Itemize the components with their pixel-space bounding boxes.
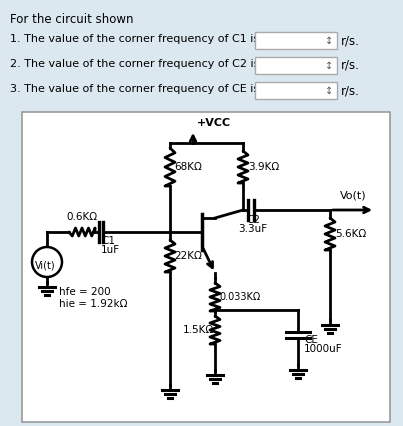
Text: 5.6KΩ: 5.6KΩ <box>335 229 366 239</box>
Bar <box>255 82 337 99</box>
Text: For the circuit shown: For the circuit shown <box>10 13 133 26</box>
Bar <box>255 32 337 49</box>
Text: ↕: ↕ <box>325 86 333 95</box>
Bar <box>22 112 390 422</box>
Text: r/s.: r/s. <box>341 84 360 97</box>
Text: 1000uF: 1000uF <box>304 344 343 354</box>
Text: ↕: ↕ <box>325 35 333 46</box>
Text: 1.5KΩ: 1.5KΩ <box>183 325 214 335</box>
Text: +VCC: +VCC <box>197 118 231 128</box>
Text: C1: C1 <box>101 236 115 246</box>
Text: 1. The value of the corner frequency of C1 is: 1. The value of the corner frequency of … <box>10 34 259 44</box>
Text: 22KΩ: 22KΩ <box>174 251 202 261</box>
Text: Vi(t): Vi(t) <box>35 260 55 270</box>
Text: hfe = 200: hfe = 200 <box>59 287 111 297</box>
Circle shape <box>32 247 62 277</box>
Bar <box>255 57 337 74</box>
Text: hie = 1.92kΩ: hie = 1.92kΩ <box>59 299 127 309</box>
Text: 68KΩ: 68KΩ <box>174 162 202 172</box>
Text: r/s.: r/s. <box>341 34 360 47</box>
Text: Vo(t): Vo(t) <box>340 190 367 200</box>
Text: 0.033KΩ: 0.033KΩ <box>219 292 260 302</box>
Text: CE: CE <box>304 335 318 345</box>
Text: ↕: ↕ <box>325 60 333 70</box>
Text: r/s.: r/s. <box>341 59 360 72</box>
Text: 1uF: 1uF <box>101 245 120 255</box>
Text: 2. The value of the corner frequency of C2 is: 2. The value of the corner frequency of … <box>10 59 260 69</box>
Text: C2: C2 <box>246 215 260 225</box>
Text: 3.3uF: 3.3uF <box>239 224 268 234</box>
Text: 3. The value of the corner frequency of CE is: 3. The value of the corner frequency of … <box>10 84 259 94</box>
Text: 0.6KΩ: 0.6KΩ <box>66 212 98 222</box>
Text: 3.9KΩ: 3.9KΩ <box>248 162 279 172</box>
